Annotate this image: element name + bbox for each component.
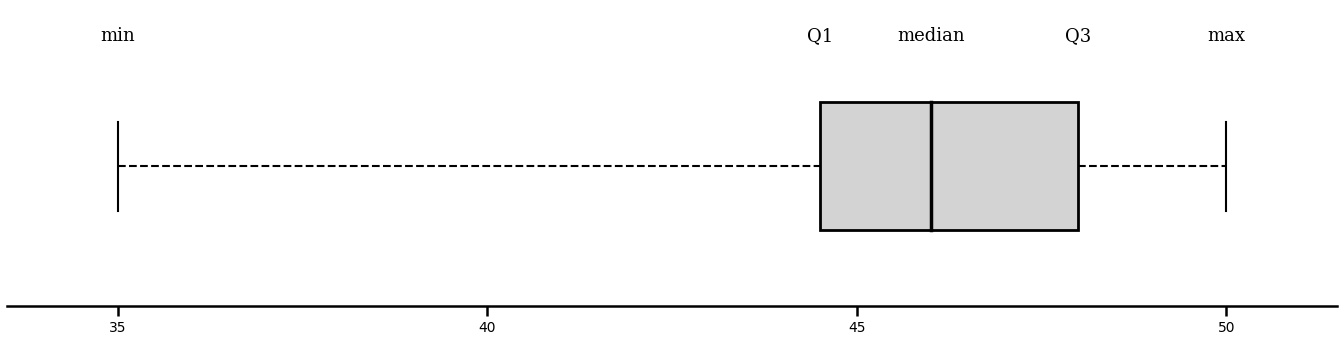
- Text: Q3: Q3: [1066, 27, 1091, 45]
- Text: max: max: [1207, 27, 1245, 45]
- FancyBboxPatch shape: [820, 102, 1078, 230]
- Text: median: median: [896, 27, 965, 45]
- Text: min: min: [101, 27, 136, 45]
- Text: Q1: Q1: [806, 27, 833, 45]
